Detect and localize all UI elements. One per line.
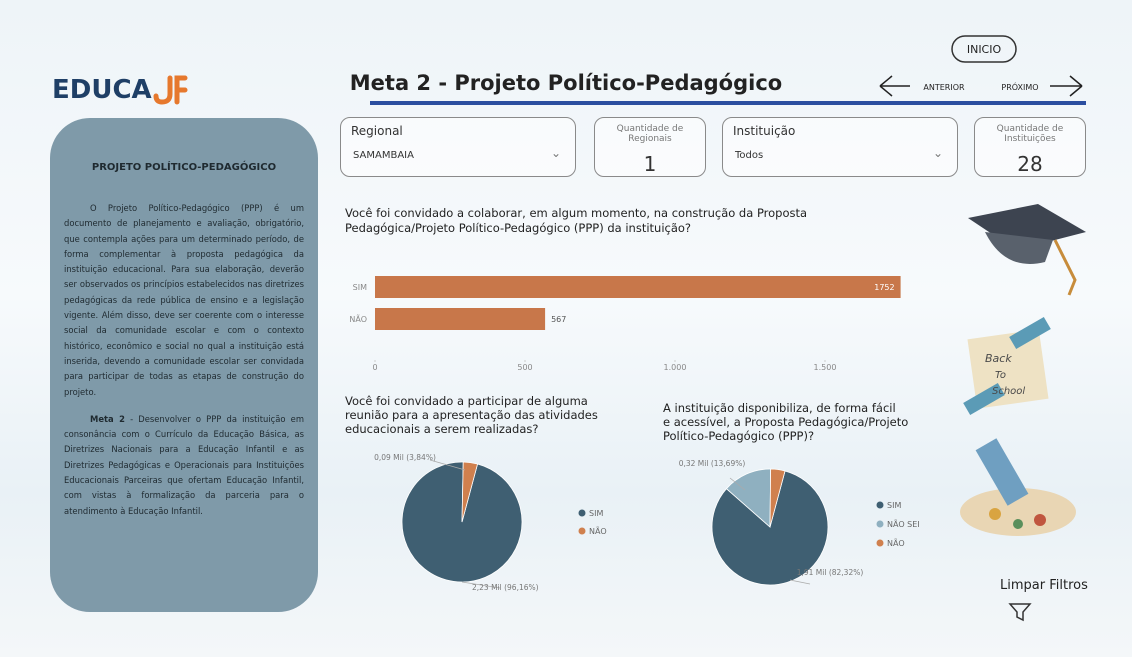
page-title: Meta 2 - Projeto Político-Pedagógico <box>350 71 782 95</box>
filter-value: Todos <box>735 150 763 161</box>
panel-goal: Meta 2 - Desenvolver o PPP da instituiçã… <box>64 412 304 519</box>
data-label: 2,23 Mil (96,16%) <box>472 583 539 592</box>
side-panel: PROJETO POLÍTICO-PEDAGÓGICO O Projeto Po… <box>50 118 318 612</box>
bar <box>375 276 901 298</box>
bar <box>375 308 545 330</box>
panel-paragraph: O Projeto Político-Pedagógico (PPP) é um… <box>64 201 304 400</box>
next-label[interactable]: PRÓXIMO <box>1001 81 1038 92</box>
regional-filter[interactable]: Regional SAMAMBAIA ⌄ <box>340 117 576 177</box>
data-label: 0,09 Mil (3,84%) <box>374 453 436 462</box>
x-tick-label: 1.500 <box>814 363 837 372</box>
data-label: 1,91 Mil (82,32%) <box>797 568 864 577</box>
legend-swatch <box>579 528 586 535</box>
decor-note: Back To School <box>963 317 1051 415</box>
data-label: 567 <box>551 315 566 324</box>
y-tick-label: NÃO <box>349 314 367 324</box>
home-label[interactable]: INICIO <box>967 43 1002 56</box>
goal-lead: Meta 2 <box>90 414 125 424</box>
legend-swatch <box>877 540 884 547</box>
filter-label: Instituição <box>733 124 795 138</box>
svg-text:Back: Back <box>985 352 1012 365</box>
chevron: ⌄ <box>933 146 943 160</box>
data-label: 0,32 Mil (13,69%) <box>679 459 746 468</box>
data-label: 1752 <box>874 283 894 292</box>
previous-arrow[interactable] <box>880 76 910 96</box>
kpi-label: Quantidade de Instituições <box>975 124 1085 144</box>
legend-swatch <box>877 502 884 509</box>
kpi-value: 1 <box>595 152 705 176</box>
clear-filters[interactable]: Limpar Filtros <box>1000 578 1088 593</box>
logo-icon <box>156 78 185 102</box>
regions-count-card: Quantidade de Regionais 1 <box>594 117 706 177</box>
chart-title: Você foi convidado a participar de algum… <box>345 394 598 436</box>
kpi-value: 28 <box>975 152 1085 176</box>
clear-filters-icon[interactable] <box>1010 604 1030 620</box>
svg-text:School: School <box>992 386 1025 397</box>
decor-cap <box>968 204 1086 295</box>
next-arrow[interactable] <box>1050 76 1082 96</box>
panel-title: PROJETO POLÍTICO-PEDAGÓGICO <box>64 162 304 173</box>
institution-filter[interactable]: Instituição Todos ⌄ <box>722 117 958 177</box>
x-tick-label: 1.000 <box>664 363 687 372</box>
filter-label: Regional <box>351 124 403 138</box>
chevron: ⌄ <box>551 146 561 160</box>
goal-text: - Desenvolver o PPP da instituição em co… <box>64 414 304 516</box>
chart-title: Você foi convidado a colaborar, em algum… <box>345 206 807 235</box>
y-tick-label: SIM <box>353 283 367 292</box>
x-tick-label: 500 <box>517 363 532 372</box>
logo: EDUCA <box>52 75 152 105</box>
dashboard: EDUCA Meta 2 - Projeto Político-Pedagógi… <box>0 0 1132 657</box>
legend-label: NÃO <box>887 538 905 548</box>
previous-label[interactable]: ANTERIOR <box>923 83 965 92</box>
header-rule <box>370 101 1086 105</box>
legend-label: NÃO <box>589 526 607 536</box>
legend-label: SIM <box>887 501 901 510</box>
leader-line <box>790 580 810 584</box>
chart-title: A instituição disponibiliza, de forma fá… <box>663 401 908 443</box>
svg-text:To: To <box>995 370 1006 381</box>
legend-swatch <box>579 510 586 517</box>
filter-value: SAMAMBAIA <box>353 150 414 161</box>
legend-label: NÃO SEI <box>887 519 920 529</box>
legend-swatch <box>877 521 884 528</box>
legend-label: SIM <box>589 509 603 518</box>
institutions-count-card: Quantidade de Instituições 28 <box>974 117 1086 177</box>
decor-paint <box>960 438 1076 536</box>
kpi-label: Quantidade de Regionais <box>595 124 705 144</box>
x-tick-label: 0 <box>372 363 377 372</box>
